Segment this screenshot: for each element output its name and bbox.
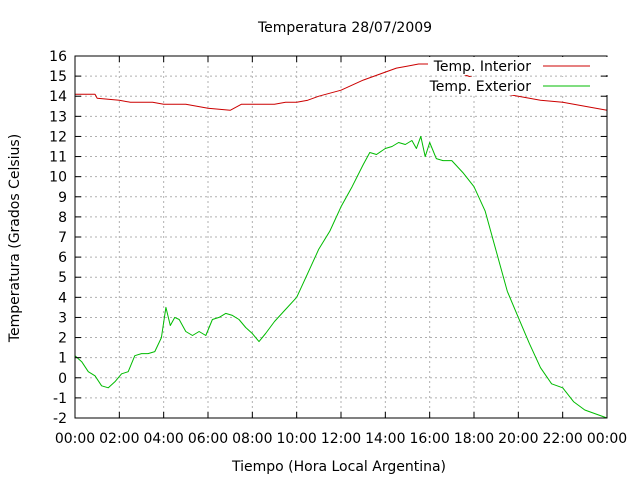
- legend: Temp. Interior Temp. Exterior: [428, 57, 608, 95]
- y-tick-label: 0: [58, 371, 67, 387]
- y-tick-label: 3: [58, 310, 67, 326]
- x-tick-label: 22:00: [542, 431, 582, 447]
- x-tick-label: 06:00: [188, 431, 228, 447]
- y-tick-label: 10: [49, 170, 67, 186]
- x-tick-label: 18:00: [454, 431, 494, 447]
- series-line-exterior: [74, 135, 608, 419]
- y-tick-label: 9: [58, 190, 67, 206]
- x-tick-label: 00:00: [587, 431, 627, 447]
- y-tick-label: -2: [53, 411, 67, 427]
- y-tick-label: -1: [53, 391, 67, 407]
- y-tick-label: 14: [49, 89, 67, 105]
- y-tick-label: 2: [58, 331, 67, 347]
- y-tick-label: 7: [58, 230, 67, 246]
- y-tick-label: 4: [58, 290, 67, 306]
- x-tick-label: 02:00: [99, 431, 139, 447]
- y-tick-label: 15: [49, 69, 67, 85]
- y-tick-label: 12: [49, 129, 67, 145]
- legend-label: Temp. Interior: [433, 59, 532, 75]
- legend-entry-background: [428, 77, 608, 95]
- x-tick-label: 12:00: [321, 431, 361, 447]
- legend-entry-background: [428, 57, 608, 75]
- x-tick-label: 14:00: [365, 431, 405, 447]
- y-tick-label: 13: [49, 109, 67, 125]
- x-tick-label: 08:00: [232, 431, 272, 447]
- x-tick-label: 16:00: [409, 431, 449, 447]
- y-axis-label: Temperatura (Grados Celsius): [7, 134, 23, 343]
- chart-title: Temperatura 28/07/2009: [257, 20, 432, 36]
- y-tick-label: 16: [49, 49, 67, 65]
- x-tick-label: 10:00: [276, 431, 316, 447]
- grid: [75, 56, 607, 418]
- y-tick-label: 8: [58, 210, 67, 226]
- legend-label: Temp. Exterior: [429, 79, 532, 95]
- y-tick-label: 11: [49, 150, 67, 166]
- x-tick-label: 20:00: [498, 431, 538, 447]
- x-tick-label: 04:00: [143, 431, 183, 447]
- x-tick-label: 00:00: [55, 431, 95, 447]
- y-tick-label: 1: [58, 351, 67, 367]
- y-tick-label: 5: [58, 270, 67, 286]
- x-axis-label: Tiempo (Hora Local Argentina): [231, 459, 446, 475]
- y-tick-label: 6: [58, 250, 67, 266]
